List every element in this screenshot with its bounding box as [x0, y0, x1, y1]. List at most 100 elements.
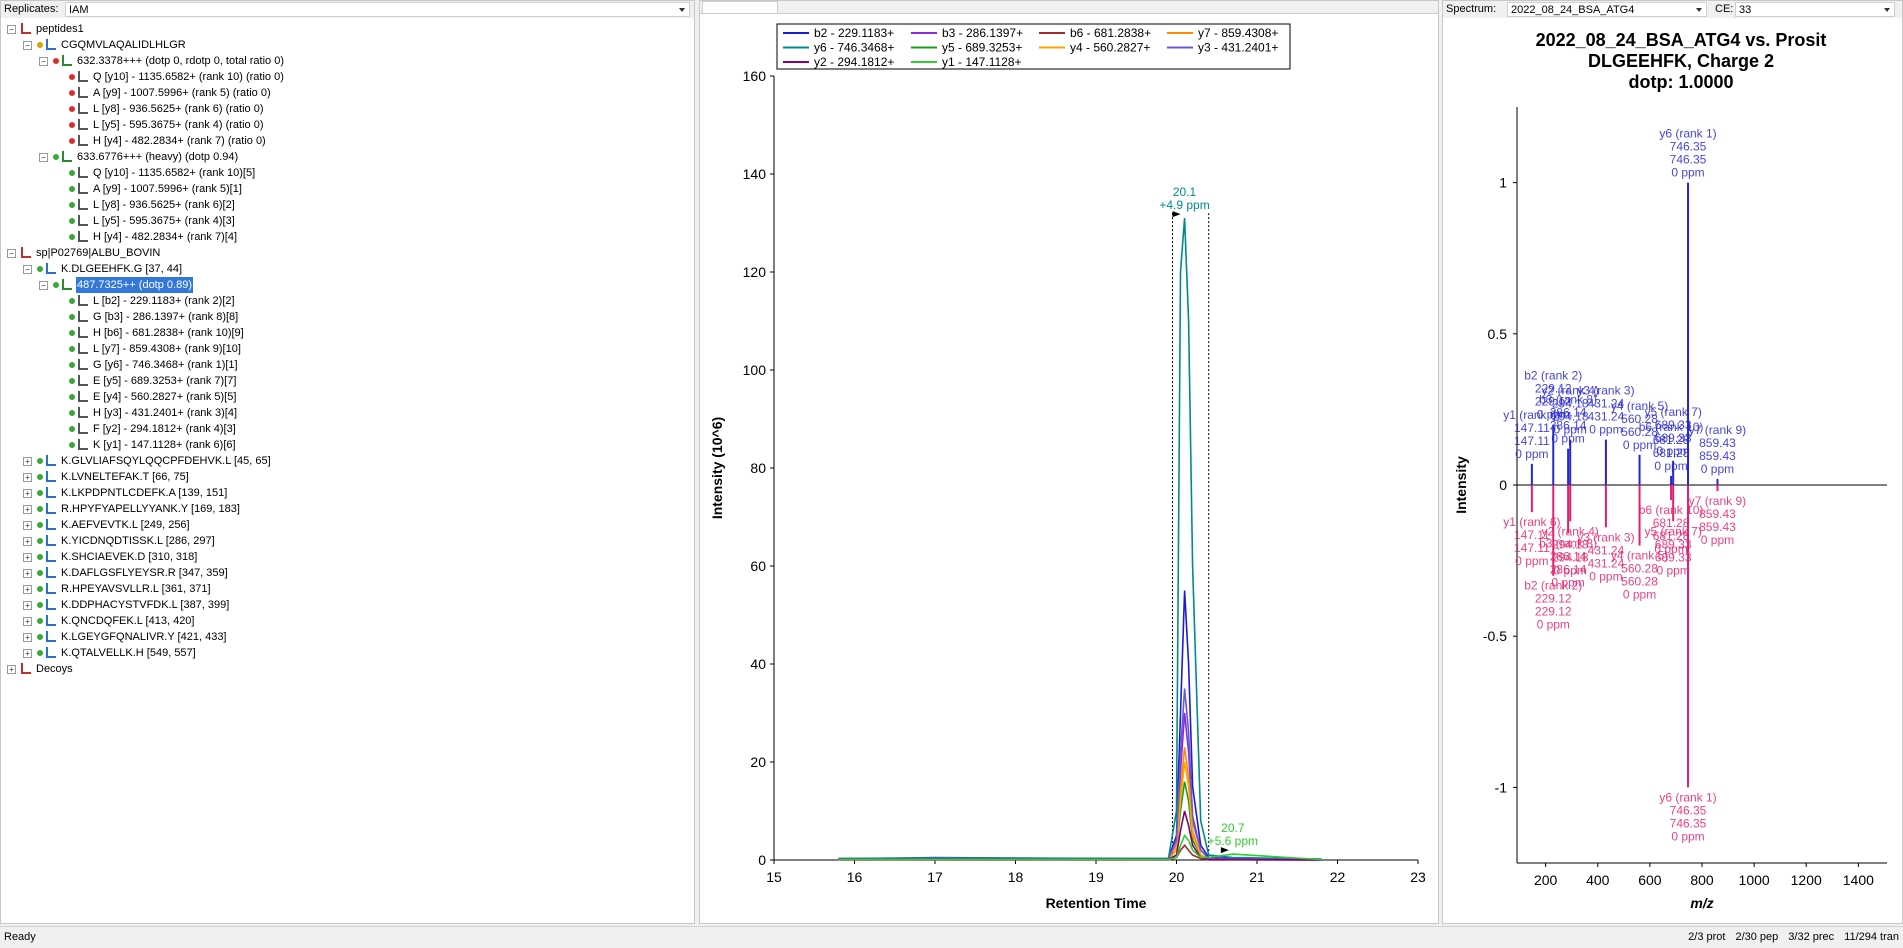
expander[interactable]: + [7, 665, 16, 674]
node-icon [78, 295, 88, 306]
node-label[interactable]: K.SHCIAEVEK.D [310, 318] [61, 551, 198, 563]
expander[interactable]: + [23, 617, 32, 626]
node-label[interactable]: K.GLVLIAFSQYLQQCPFDEHVK.L [45, 65] [61, 455, 271, 467]
node-label[interactable]: K.AEFVEVTK.L [249, 256] [61, 519, 190, 531]
expander[interactable]: + [23, 521, 32, 530]
node-label[interactable]: H [y4] - 482.2834+ (rank 7) (ratio 0) [93, 135, 266, 147]
node-label[interactable]: H [b6] - 681.2838+ (rank 10)[9] [93, 327, 244, 339]
node-icon [46, 519, 56, 530]
tree-row: H [y3] - 431.2401+ (rank 3)[4] [1, 405, 691, 421]
tree-row: − peptides1 [1, 21, 691, 37]
node-label[interactable]: E [y4] - 560.2827+ (rank 5)[5] [93, 391, 237, 403]
node-label[interactable]: G [b3] - 286.1397+ (rank 8)[8] [93, 311, 239, 323]
expander[interactable]: − [39, 281, 48, 290]
spectrum-label: Spectrum: [1446, 3, 1497, 15]
tree-row: + K.SHCIAEVEK.D [310, 318] [1, 549, 691, 565]
status-dot [69, 442, 75, 448]
node-label[interactable]: K.YICDNQDTISSK.L [286, 297] [61, 535, 215, 547]
node-icon [78, 167, 88, 178]
node-label[interactable]: K.LKPDPNTLCDEFK.A [139, 151] [61, 487, 228, 499]
status-dot [69, 106, 75, 112]
node-label[interactable]: G [y6] - 746.3468+ (rank 1)[1] [93, 359, 238, 371]
node-label[interactable]: E [y5] - 689.3253+ (rank 7)[7] [93, 375, 237, 387]
expander[interactable]: − [7, 25, 16, 34]
node-label[interactable]: L [y5] - 595.3675+ (rank 4)[3] [93, 215, 235, 227]
expander[interactable]: − [7, 249, 16, 258]
expander[interactable]: − [23, 265, 32, 274]
tree-row: L [y8] - 936.5625+ (rank 6) (ratio 0) [1, 101, 691, 117]
expander[interactable]: + [23, 633, 32, 642]
node-label[interactable]: peptides1 [36, 23, 84, 35]
node-label[interactable]: H [y3] - 431.2401+ (rank 3)[4] [93, 407, 237, 419]
node-label[interactable]: K.LGEYGFQNALIVR.Y [421, 433] [61, 631, 227, 643]
node-icon [78, 311, 88, 322]
node-icon [78, 199, 88, 210]
node-icon [46, 455, 56, 466]
node-label[interactable]: L [y5] - 595.3675+ (rank 4) (ratio 0) [93, 119, 264, 131]
pane-tab[interactable] [702, 1, 778, 13]
node-label[interactable]: L [b2] - 229.1183+ (rank 2)[2] [93, 295, 235, 307]
node-label[interactable]: R.HPEYAVSVLLR.L [361, 371] [61, 583, 211, 595]
node-label[interactable]: sp|P02769|ALBU_BOVIN [36, 247, 161, 259]
spectrum-combo[interactable]: 2022_08_24_BSA_ATG4 [1507, 2, 1707, 17]
status-dot [53, 58, 59, 64]
tree-row: + K.YICDNQDTISSK.L [286, 297] [1, 533, 691, 549]
expander[interactable]: − [23, 41, 32, 50]
node-icon [78, 103, 88, 114]
node-label[interactable]: A [y9] - 1007.5996+ (rank 5) (ratio 0) [93, 87, 271, 99]
status-dot [69, 170, 75, 176]
node-label[interactable]: L [y7] - 859.4308+ (rank 9)[10] [93, 343, 241, 355]
expander[interactable]: + [23, 457, 32, 466]
node-label[interactable]: R.HPYFYAPELLYYANK.Y [169, 183] [61, 503, 240, 515]
node-label[interactable]: K.DDPHACYSTVFDK.L [387, 399] [61, 599, 230, 611]
node-label[interactable]: K.QTALVELLK.H [549, 557] [61, 647, 196, 659]
node-label[interactable]: K.QNCDQFEK.L [413, 420] [61, 615, 195, 627]
node-label[interactable]: Decoys [36, 663, 73, 675]
tree-row: + R.HPYFYAPELLYYANK.Y [169, 183] [1, 501, 691, 517]
tree-row: F [y2] - 294.1812+ (rank 4)[3] [1, 421, 691, 437]
expander[interactable]: + [23, 585, 32, 594]
tree-row: L [b2] - 229.1183+ (rank 2)[2] [1, 293, 691, 309]
node-label[interactable]: L [y8] - 936.5625+ (rank 6)[2] [93, 199, 235, 211]
expander[interactable]: + [23, 553, 32, 562]
status-dot [69, 362, 75, 368]
status-dot [37, 602, 43, 608]
status-dot [37, 650, 43, 656]
tree-row: L [y5] - 595.3675+ (rank 4)[3] [1, 213, 691, 229]
expander[interactable]: − [39, 153, 48, 162]
status-dot [37, 42, 43, 48]
node-icon [78, 183, 88, 194]
expander[interactable]: − [39, 57, 48, 66]
node-label[interactable]: CGQMVLAQALIDLHLGR [61, 39, 186, 51]
node-label[interactable]: F [y2] - 294.1812+ (rank 4)[3] [93, 423, 236, 435]
status-dot [37, 634, 43, 640]
expander[interactable]: + [23, 649, 32, 658]
expander[interactable]: + [23, 601, 32, 610]
expander[interactable]: + [23, 537, 32, 546]
node-label[interactable]: A [y9] - 1007.5996+ (rank 5)[1] [93, 183, 242, 195]
node-icon [46, 551, 56, 562]
node-label[interactable]: 632.3378+++ (dotp 0, rdotp 0, total rati… [77, 55, 285, 67]
node-icon [78, 439, 88, 450]
expander[interactable]: + [23, 569, 32, 578]
tree-row: − 633.6776+++ (heavy) (dotp 0.94) [1, 149, 691, 165]
node-label[interactable]: 487.7325++ (dotp 0.89) [75, 276, 194, 294]
node-label[interactable]: K [y1] - 147.1128+ (rank 6)[6] [93, 439, 236, 451]
node-icon [46, 39, 56, 50]
expander[interactable]: + [23, 489, 32, 498]
node-label[interactable]: K.LVNELTEFAK.T [66, 75] [61, 471, 189, 483]
expander[interactable]: + [23, 473, 32, 482]
node-label[interactable]: Q [y10] - 1135.6582+ (rank 10) (ratio 0) [93, 71, 284, 83]
node-label[interactable]: K.DAFLGSFLYEYSR.R [347, 359] [61, 567, 228, 579]
ce-combo[interactable]: 33 [1735, 2, 1895, 17]
expander[interactable]: + [23, 505, 32, 514]
node-label[interactable]: Q [y10] - 1135.6582+ (rank 10)[5] [93, 167, 256, 179]
node-label[interactable]: 633.6776+++ (heavy) (dotp 0.94) [77, 151, 239, 163]
node-label[interactable]: H [y4] - 482.2834+ (rank 7)[4] [93, 231, 237, 243]
spectrum-panel: Spectrum: 2022_08_24_BSA_ATG4 CE: 33 [1442, 0, 1903, 924]
node-label[interactable]: K.DLGEEHFK.G [37, 44] [61, 263, 183, 275]
replicates-combo[interactable]: IAM [65, 2, 690, 17]
status-text: Ready [4, 931, 36, 943]
node-label[interactable]: L [y8] - 936.5625+ (rank 6) (ratio 0) [93, 103, 264, 115]
status-dot [37, 538, 43, 544]
